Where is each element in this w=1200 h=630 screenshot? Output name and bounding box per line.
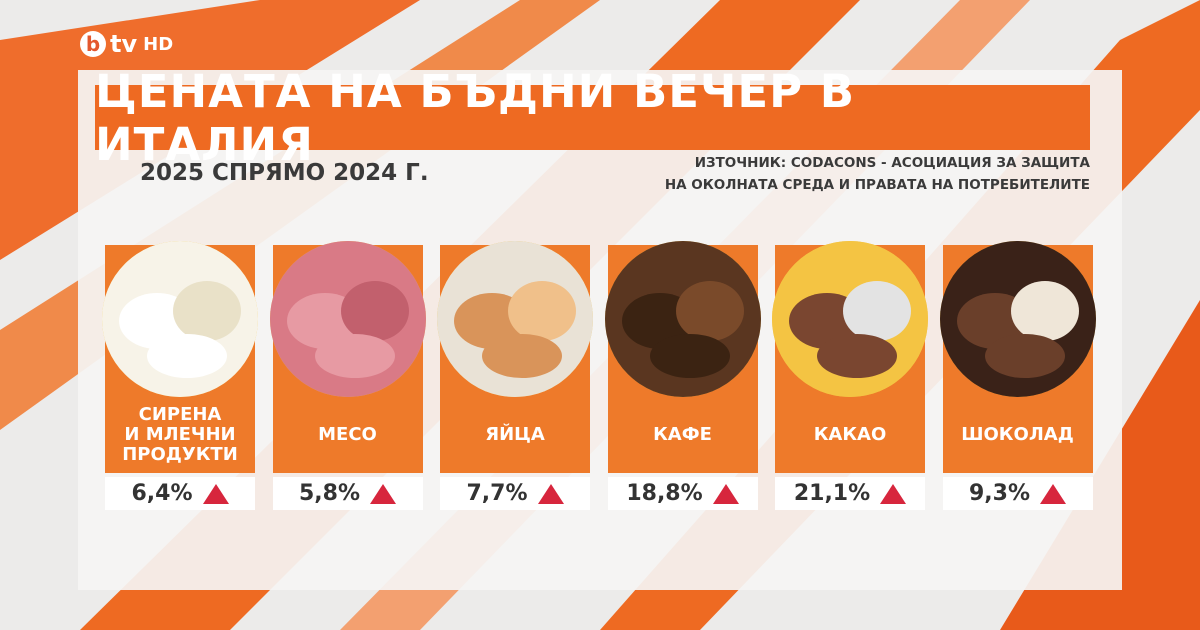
item-value: 6,4% [131,481,193,506]
title: ЦЕНАТА НА БЪДНИ ВЕЧЕР В ИТАЛИЯ [95,65,1090,171]
item-value-box: 21,1% [775,477,925,510]
food-illustration [437,241,593,397]
source: ИЗТОЧНИК: CODACONS - АСОЦИАЦИЯ ЗА ЗАЩИТА… [665,152,1090,196]
item-label: КАФЕ [608,397,758,473]
source-line: ИЗТОЧНИК: CODACONS - АСОЦИАЦИЯ ЗА ЗАЩИТА [694,155,1090,171]
item-label: СИРЕНА И МЛЕЧНИ ПРОДУКТИ [105,397,255,473]
item-card: КАФЕ [604,241,761,473]
food-illustration [604,241,761,397]
item-label-line: МЕСО [318,424,377,445]
item-card: КАКАО [772,241,928,473]
item-value: 21,1% [793,481,871,506]
food-illustration [939,241,1096,397]
item-label-line: КАКАО [813,424,887,445]
item-label: МЕСО [273,397,423,473]
item-label-line: И МЛЕЧНИ [124,424,236,445]
item-value-box: 7,7% [440,477,590,510]
item-label-line: ШОКОЛАД [961,424,1074,445]
item-card: ЯЙЦА [437,241,593,473]
logo-badge: HD [143,33,174,55]
item-value-box: 9,3% [942,477,1093,510]
logo-mark: b [80,31,106,57]
increase-icon [202,483,229,504]
item-value: 5,8% [298,481,360,506]
item-value: 7,7% [466,481,528,506]
item-label: ЯЙЦА [440,397,590,473]
subtitle: 2025 СПРЯМО 2024 Г. [140,160,429,186]
increase-icon [1040,483,1066,504]
increase-icon [370,483,396,504]
item-label: КАКАО [775,397,925,473]
source-line: НА ОКОЛНАТА СРЕДА И ПРАВАТА НА ПОТРЕБИТЕ… [664,177,1090,193]
item-label-line: КАФЕ [653,424,712,445]
item-label-line: ПРОДУКТИ [122,444,238,465]
item-image [772,241,928,397]
item-value-box: 6,4% [105,477,255,510]
item-image [604,241,761,397]
item-card: СИРЕНА И МЛЕЧНИ ПРОДУКТИ [102,241,258,473]
food-illustration [772,241,928,397]
item-value: 18,8% [626,481,703,506]
item-label: ШОКОЛАД [943,397,1093,473]
item-image [269,241,426,397]
item-label-line: СИРЕНА [138,404,222,425]
item-card: МЕСО [269,241,426,473]
increase-icon [537,483,564,504]
increase-icon [712,483,739,504]
item-card: ШОКОЛАД [939,241,1096,473]
item-value: 9,3% [968,481,1030,506]
item-value-box: 5,8% [272,477,423,510]
item-image [437,241,593,397]
item-image [102,241,258,397]
logo: b tv HD [80,30,173,58]
increase-icon [880,483,907,504]
item-value-box: 18,8% [607,477,758,510]
item-image [939,241,1096,397]
food-illustration [269,241,426,397]
food-illustration [102,241,258,397]
logo-text: tv [110,30,138,58]
item-label-line: ЯЙЦА [485,424,545,445]
